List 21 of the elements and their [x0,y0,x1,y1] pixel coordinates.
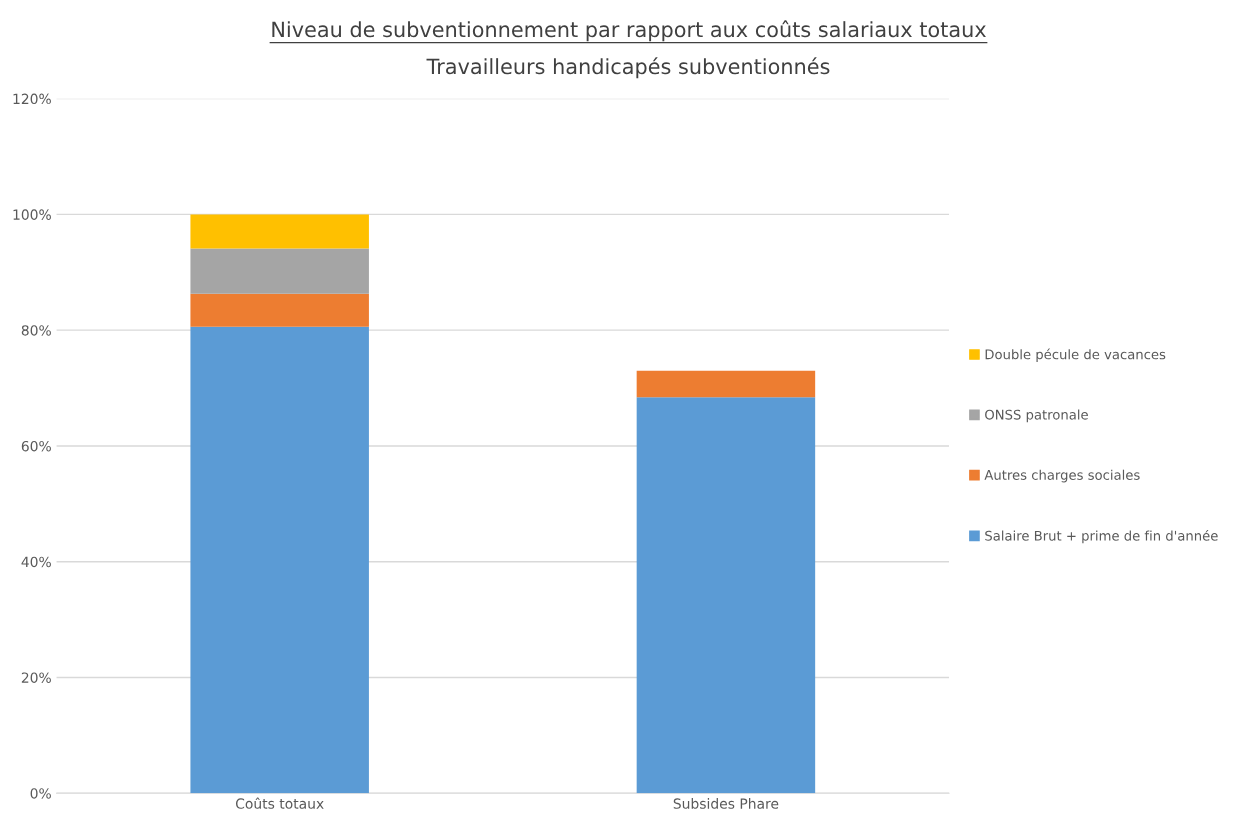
legend-label: Double pécule de vacances [985,348,1166,362]
y-tick-label: 80% [21,325,51,336]
bar [190,293,369,327]
y-tick-label: 20% [21,672,51,683]
y-tick-label: 120% [13,93,51,105]
y-tick-label: 100% [13,209,51,220]
bar [190,248,369,294]
bar [636,370,816,398]
y-tick-label: 60% [21,440,51,452]
legend-label: Autres charges sociales [984,469,1140,483]
bar [190,326,369,794]
bar [190,214,369,249]
legend-label: Salaire Brut + prime de fin d'année [985,529,1218,544]
bar [636,397,816,794]
x-tick-label: Subsides Phare [673,798,779,809]
y-tick-label: 0% [30,788,51,799]
chart-title: Niveau de subventionnement par rapport aux coûts salariaux totaux [272,20,986,42]
legend-label: ONSS patronale [985,409,1088,423]
x-tick-label: Coûts totaux [235,797,324,809]
chart-subtitle: Travailleurs handicapés subventionnés [426,57,830,79]
y-tick-label: 40% [21,556,51,568]
